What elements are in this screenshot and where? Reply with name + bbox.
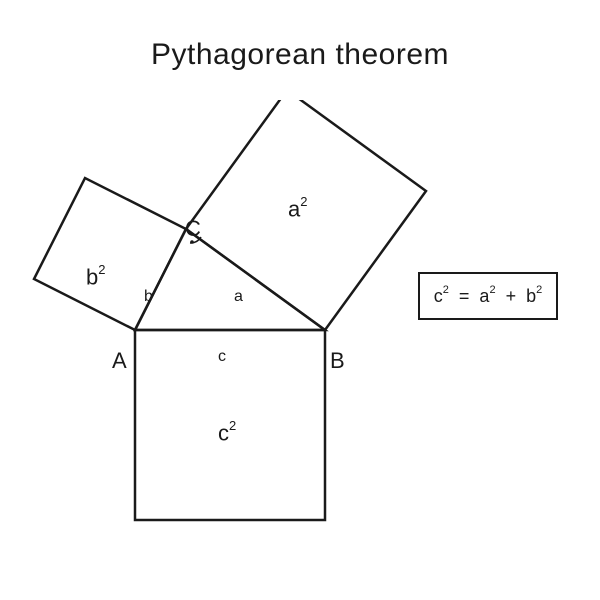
f-c: c xyxy=(434,286,443,306)
side-label-c: c xyxy=(218,348,226,366)
f-eq: = xyxy=(459,286,470,306)
formula-box: c2 = a2 + b2 xyxy=(418,272,558,320)
square-label-b2: b2 xyxy=(86,264,105,290)
f-a: a xyxy=(479,286,489,306)
triangle xyxy=(135,229,325,330)
f-a2: 2 xyxy=(489,284,495,296)
page-title: Pythagorean theorem xyxy=(0,38,600,72)
b2-sup: 2 xyxy=(98,262,105,277)
a2-base: a xyxy=(288,196,300,221)
square-label-c2: c2 xyxy=(218,420,236,446)
b2-base: b xyxy=(86,264,98,289)
c2-sup: 2 xyxy=(229,418,236,433)
formula-text: c2 = a2 + b2 xyxy=(434,286,543,307)
c2-base: c xyxy=(218,420,229,445)
f-c2: 2 xyxy=(443,284,449,296)
square-label-a2: a2 xyxy=(288,196,307,222)
vertex-label-b: B xyxy=(330,348,345,374)
square-b xyxy=(34,178,186,330)
side-label-b: b xyxy=(144,288,153,306)
side-label-a: a xyxy=(234,288,243,306)
a2-sup: 2 xyxy=(300,194,307,209)
f-plus: + xyxy=(506,286,517,306)
pythagorean-diagram: A B C a b c a2 b2 c2 xyxy=(30,100,430,560)
diagram-svg xyxy=(30,100,430,560)
vertex-label-a: A xyxy=(112,348,127,374)
vertex-label-c: C xyxy=(185,216,201,242)
f-b2: 2 xyxy=(536,284,542,296)
f-b: b xyxy=(526,286,536,306)
